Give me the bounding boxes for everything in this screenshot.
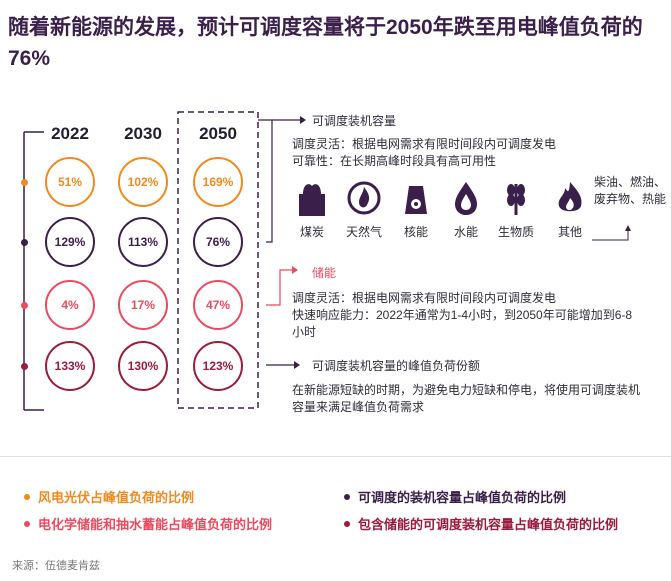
other-arrow xyxy=(592,230,629,241)
connector-dispatchable xyxy=(258,119,273,243)
value-circle: 47% xyxy=(193,280,243,330)
value-circle: 169% xyxy=(193,157,243,207)
value-circle: 51% xyxy=(45,157,95,207)
row-marker-dot xyxy=(21,363,28,370)
nuclear-icon xyxy=(386,180,446,221)
fire-icon xyxy=(540,180,600,221)
year-label-2050: 2050 xyxy=(199,124,237,143)
legend-item-wind-solar: 风电光伏占峰值负荷的比例 xyxy=(24,487,194,506)
energy-source-5: 其他 xyxy=(540,180,600,240)
legend-dot-crimson xyxy=(344,520,350,527)
storage-line2: 快速响应能力：2022年通常为1-4小时，到2050年可能增加到6-8小时 xyxy=(292,308,633,339)
energy-source-4: 生物质 xyxy=(486,180,546,240)
dispatchable-title: 可调度装机容量 xyxy=(312,114,397,128)
peak-share-body: 在新能源短缺的时期，为避免电力短缺和停电，将使用可调度装机容量来满足峰值负荷需求 xyxy=(292,383,641,414)
dispatchable-line1: 调度灵活：根据电网需求有限时间段内可调度发电 xyxy=(292,137,557,151)
year-label-2022: 2022 xyxy=(51,124,89,143)
energy-source-3: 水能 xyxy=(436,180,496,240)
energy-source-label: 天然气 xyxy=(345,225,382,239)
factory-icon xyxy=(282,180,342,221)
value-circle: 102% xyxy=(118,157,168,207)
energy-source-label: 核能 xyxy=(403,225,428,239)
energy-source-0: 煤炭 xyxy=(282,180,342,240)
connector-storage xyxy=(266,269,292,306)
legend-dot-orange xyxy=(24,493,30,500)
energy-source-label: 水能 xyxy=(453,225,478,239)
legend-item-dispatchable: 可调度的装机容量占峰值负荷的比例 xyxy=(344,487,566,506)
energy-source-label: 生物质 xyxy=(497,225,534,239)
water-drop-icon xyxy=(436,180,496,221)
divider xyxy=(0,456,671,457)
energy-source-label: 煤炭 xyxy=(299,225,324,239)
legend-dot-pink xyxy=(24,520,30,527)
legend-item-storage: 电化学储能和抽水蓄能占峰值负荷的比例 xyxy=(24,514,272,533)
energy-source-1: 天然气 xyxy=(334,180,394,240)
value-circle: 76% xyxy=(193,217,243,267)
value-circle: 4% xyxy=(45,280,95,330)
row-marker-dot xyxy=(21,302,28,309)
legend-item-dispatchable-with-storage: 包含储能的可调度装机容量占峰值负荷的比例 xyxy=(344,514,618,533)
legend-dot-purple xyxy=(344,493,350,500)
storage-title: 储能 xyxy=(312,266,337,280)
gas-flame-icon xyxy=(334,180,394,221)
source-note: 来源：伍德麦肯兹 xyxy=(12,560,100,572)
page-title: 随着新能源的发展，预计可调度容量将于2050年跌至用电峰值负荷的76% xyxy=(8,16,643,70)
energy-source-label: 其他 xyxy=(557,225,582,239)
wheat-icon xyxy=(486,180,546,221)
row-marker-dot xyxy=(21,179,28,186)
value-circle: 133% xyxy=(45,341,95,391)
dispatchable-line2: 可靠性：在长期高峰时段具有高可用性 xyxy=(292,154,497,168)
highlight-2050-box xyxy=(177,111,259,409)
value-circle: 17% xyxy=(118,280,168,330)
energy-source-2: 核能 xyxy=(386,180,446,240)
value-circle: 129% xyxy=(45,217,95,267)
other-note: 柴油、燃油、废弃物、热能 xyxy=(594,175,667,206)
row-marker-dot xyxy=(21,239,28,246)
value-circle: 130% xyxy=(118,341,168,391)
peak-share-title: 可调度装机容量的峰值负荷份额 xyxy=(312,359,481,373)
value-circle: 123% xyxy=(193,341,243,391)
year-label-2030: 2030 xyxy=(124,124,162,143)
value-circle: 113% xyxy=(118,217,168,267)
storage-line1: 调度灵活：根据电网需求有限时间段内可调度发电 xyxy=(292,291,557,305)
